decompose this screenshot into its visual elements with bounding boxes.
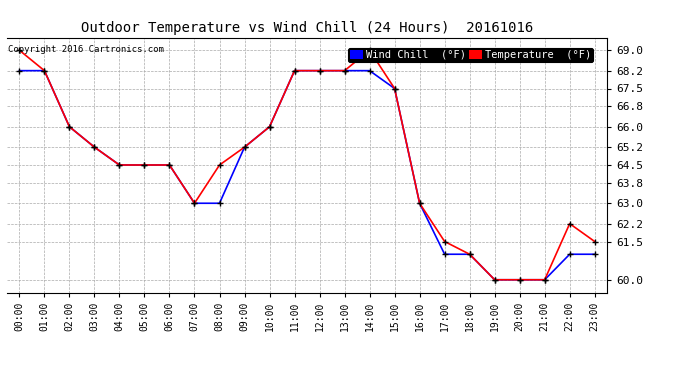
Title: Outdoor Temperature vs Wind Chill (24 Hours)  20161016: Outdoor Temperature vs Wind Chill (24 Ho… [81, 21, 533, 35]
Text: Copyright 2016 Cartronics.com: Copyright 2016 Cartronics.com [8, 45, 164, 54]
Legend: Wind Chill  (°F), Temperature  (°F): Wind Chill (°F), Temperature (°F) [348, 48, 593, 62]
